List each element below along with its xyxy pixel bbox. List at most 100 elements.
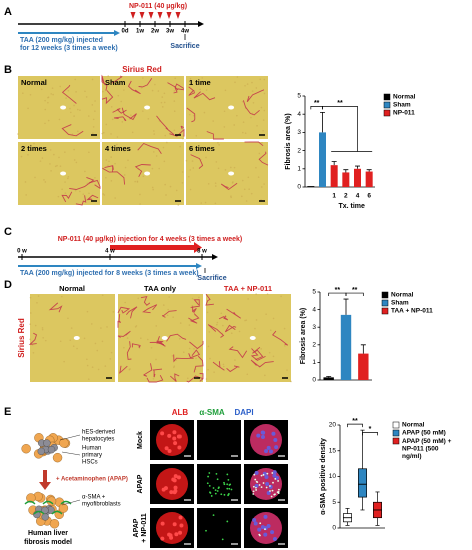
fibrosis-strand: [101, 90, 114, 105]
texture: [262, 119, 265, 121]
legend-label: Sham: [393, 102, 411, 109]
treatment-label: NP-011 (40 µg/kg) injection for 4 weeks …: [58, 236, 243, 243]
texture: [251, 90, 254, 92]
row-label: APAP: [137, 474, 144, 493]
significance-label: **: [352, 418, 358, 425]
sma-signal: [210, 495, 213, 497]
texture: [87, 115, 90, 117]
fibrosis-strand: [188, 86, 195, 96]
texture: [61, 188, 63, 191]
micrograph: [185, 141, 269, 205]
legend-swatch: [392, 437, 400, 445]
texture: [232, 181, 234, 183]
texture: [69, 107, 71, 110]
schematic: + Acetaminophen (APAP) hES-derived hepat…: [24, 430, 128, 546]
alb-speckle: [172, 430, 177, 435]
myofibroblast: [42, 500, 54, 505]
fibrosis-strand: [113, 116, 127, 122]
texture: [242, 121, 245, 124]
texture: [131, 131, 134, 134]
cell: [59, 438, 69, 448]
cell: [58, 503, 69, 513]
texture: [255, 87, 258, 89]
texture: [54, 165, 57, 168]
texture: [43, 179, 45, 181]
texture: [108, 160, 110, 163]
texture: [247, 298, 249, 300]
pointer: [61, 499, 81, 506]
alb-speckle: [257, 527, 262, 532]
texture: [264, 374, 266, 377]
texture: [203, 111, 206, 114]
alb-speckle: [254, 470, 259, 475]
texture: [24, 181, 27, 183]
texture: [141, 110, 144, 112]
texture: [44, 181, 47, 183]
texture: [187, 175, 190, 178]
fibrosis-strand: [61, 191, 73, 203]
texture: [94, 100, 96, 102]
fibrosis-strand: [101, 74, 108, 91]
texture: [256, 125, 258, 127]
texture: [191, 304, 194, 307]
alb-speckle: [172, 522, 177, 527]
texture: [76, 347, 78, 350]
texture: [41, 327, 44, 329]
legend-label: TAA + NP-011: [391, 308, 433, 315]
texture: [102, 193, 104, 195]
sma-signal: [270, 495, 273, 498]
texture: [29, 323, 32, 326]
texture: [236, 76, 239, 78]
row-label: APAP+ NP-011: [133, 513, 148, 542]
sma-signal: [269, 485, 271, 487]
fibrosis-strand: [156, 336, 166, 347]
texture: [217, 167, 220, 170]
texture: [223, 126, 226, 128]
sma-signal: [223, 493, 226, 496]
texture: [109, 358, 112, 360]
texture: [88, 151, 90, 154]
texture: [166, 314, 169, 317]
fibrosis-strand: [134, 164, 151, 178]
texture: [214, 185, 217, 187]
fibrosis-strand: [258, 151, 269, 166]
fibrosis-strand: [127, 80, 141, 95]
legend-label: Normal: [391, 292, 414, 299]
alb-signal: [156, 468, 188, 500]
texture: [223, 110, 226, 113]
texture: [151, 89, 154, 92]
row-label: Mock: [137, 431, 144, 449]
alb-speckle: [266, 523, 271, 528]
texture: [142, 77, 144, 79]
myofibroblast: [51, 510, 63, 515]
texture: [123, 174, 126, 176]
texture: [189, 188, 192, 191]
arrowhead: [39, 482, 51, 490]
texture: [216, 323, 218, 326]
significance-label: **: [314, 100, 320, 107]
texture: [181, 171, 184, 173]
y-tick-label: 2: [297, 147, 301, 154]
texture: [286, 369, 288, 371]
texture: [272, 355, 275, 358]
texture: [241, 179, 244, 182]
vessel: [144, 105, 151, 110]
alb-speckle: [164, 446, 169, 451]
sma-signal: [226, 473, 229, 476]
texture: [157, 90, 160, 92]
texture: [102, 131, 105, 134]
sma-signal: [205, 529, 207, 532]
texture: [50, 93, 53, 95]
texture: [44, 108, 47, 111]
y-tick-label: 5: [332, 499, 336, 506]
texture: [59, 85, 62, 88]
sma-signal: [276, 491, 279, 494]
texture: [155, 358, 157, 361]
fibrosis-strand: [111, 75, 123, 84]
alb-speckle: [271, 431, 276, 436]
fibrosis-strand: [104, 165, 114, 173]
cell: [52, 452, 63, 463]
micrograph: [18, 142, 101, 206]
error-bar: [331, 161, 337, 166]
texture: [129, 368, 131, 370]
